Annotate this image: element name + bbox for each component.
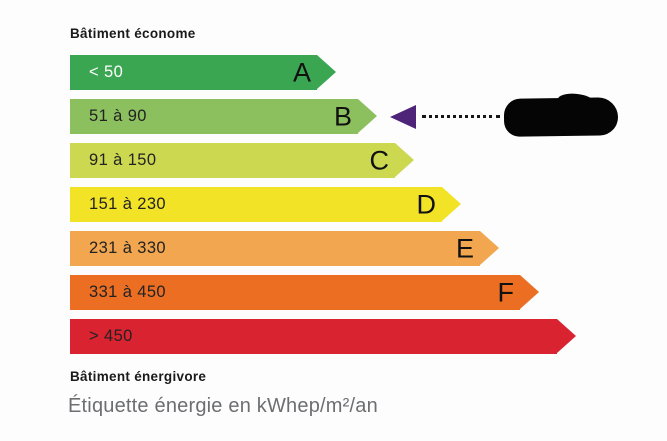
class-letter: C [369, 145, 390, 175]
range-label: < 50 [89, 63, 124, 81]
class-letter: E [455, 233, 474, 263]
range-label: 51 à 90 [89, 107, 147, 125]
bar-arrow-tip [358, 99, 377, 133]
bar-arrow-tip [557, 319, 576, 353]
class-letter: F [497, 277, 515, 307]
range-label: 151 à 230 [89, 195, 167, 213]
energy-bar-e: 231 à 330 E [70, 231, 499, 266]
energy-label-caption: Étiquette énergie en kWhep/m²/an [68, 395, 378, 417]
energy-scale: < 50 A 51 à 90 B 91 à 150 C 151 à 230 D … [70, 55, 576, 363]
range-label: 231 à 330 [89, 239, 167, 257]
class-letter: B [333, 101, 352, 131]
bar-arrow-tip [480, 231, 499, 265]
energy-bar-c: 91 à 150 C [70, 143, 414, 178]
dotted-connector [422, 115, 500, 118]
range-label: > 450 [89, 327, 133, 345]
energy-bar-g: > 450 [70, 319, 576, 354]
range-label: 91 à 150 [89, 151, 157, 169]
current-rating-indicator [390, 96, 619, 137]
redacted-value [503, 96, 619, 137]
energy-hungry-building-label: Bâtiment énergivore [70, 369, 207, 384]
bar-arrow-tip [442, 187, 461, 221]
bar-arrow-tip [520, 275, 539, 309]
economical-building-label: Bâtiment économe [70, 26, 196, 41]
energy-bar-d: 151 à 230 D [70, 187, 461, 222]
rating-arrow-icon [390, 104, 416, 129]
energy-bar-f: 331 à 450 F [70, 275, 539, 310]
class-letter: D [416, 189, 437, 219]
bar-arrow-tip [317, 55, 336, 89]
energy-bar-b: 51 à 90 B [70, 99, 377, 134]
range-label: 331 à 450 [89, 283, 167, 301]
energy-bar-a: < 50 A [70, 55, 336, 90]
bar-arrow-tip [395, 143, 414, 177]
class-letter: A [292, 57, 311, 87]
